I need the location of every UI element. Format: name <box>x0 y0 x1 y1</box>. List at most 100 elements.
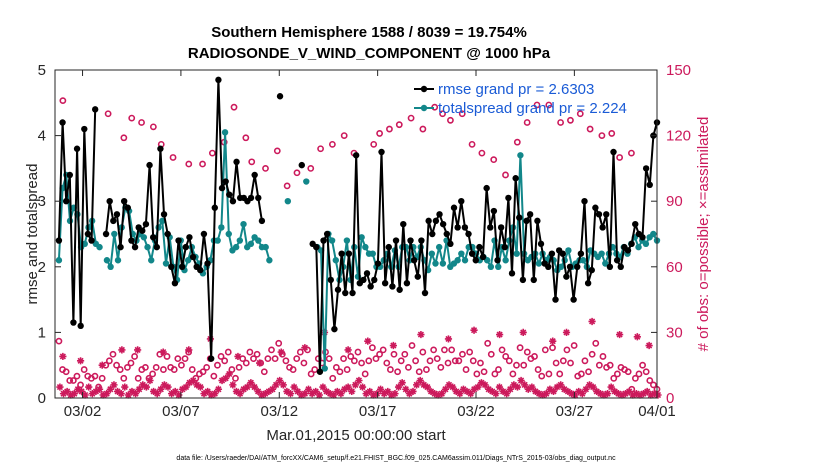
possible-obs-marker <box>350 357 358 365</box>
assimilated-obs-marker <box>470 385 478 393</box>
assimilated-obs-marker <box>229 381 237 389</box>
rmse-point <box>407 237 414 244</box>
assimilated-obs-marker <box>423 383 432 391</box>
rmse-point <box>599 224 606 231</box>
assimilated-obs-marker <box>149 387 158 396</box>
assimilated-obs-marker <box>113 387 122 396</box>
possible-obs-marker <box>113 361 120 369</box>
totalspread-point <box>262 243 269 251</box>
assimilated-obs-marker <box>200 390 208 398</box>
rmse-point <box>472 257 479 264</box>
rmse-point <box>59 119 66 126</box>
rmse-point <box>606 263 614 270</box>
possible-obs-marker <box>262 164 269 172</box>
rmse-point <box>381 280 389 287</box>
assimilated-obs-marker <box>510 381 518 389</box>
assimilated-obs-marker <box>124 391 132 399</box>
possible-obs-marker <box>242 134 250 142</box>
possible-obs-marker <box>616 154 624 161</box>
possible-obs-marker <box>365 357 373 365</box>
assimilated-obs-marker <box>427 387 435 396</box>
rmse-point <box>534 217 541 225</box>
assimilated-obs-marker <box>118 346 126 354</box>
assimilated-obs-marker <box>488 387 496 396</box>
possible-obs-marker <box>127 359 135 367</box>
rmse-point <box>490 207 498 215</box>
totalspread-point <box>155 224 162 231</box>
possible-obs-marker <box>408 342 416 349</box>
possible-obs-marker <box>178 361 185 369</box>
totalspread-point <box>565 247 572 254</box>
possible-obs-marker <box>484 339 492 347</box>
possible-obs-marker <box>505 357 513 365</box>
rmse-point <box>164 230 171 238</box>
assimilated-obs-marker <box>611 387 619 396</box>
possible-obs-marker <box>480 368 488 376</box>
assimilated-obs-marker <box>214 385 223 393</box>
assimilated-obs-marker <box>585 381 594 389</box>
totalspread-point <box>232 243 240 251</box>
possible-obs-marker <box>149 123 157 131</box>
assimilated-obs-marker <box>524 385 532 393</box>
legend-spread-label: totalspread grand pr = 2.224 <box>438 100 627 117</box>
assimilated-obs-marker <box>243 383 251 391</box>
possible-obs-marker <box>606 361 614 369</box>
totalspread-point <box>284 198 292 205</box>
possible-obs-marker <box>639 361 646 369</box>
assimilated-obs-marker <box>92 387 100 396</box>
possible-obs-marker <box>376 350 383 358</box>
assimilated-obs-marker <box>647 391 655 399</box>
rmse-point <box>113 211 121 218</box>
assimilated-obs-marker <box>175 391 183 399</box>
possible-obs-marker <box>224 348 232 356</box>
possible-obs-marker <box>138 119 145 126</box>
totalspread-point <box>369 250 376 257</box>
assimilated-obs-marker <box>481 381 489 389</box>
rmse-point <box>345 250 353 257</box>
assimilated-obs-marker <box>364 337 372 345</box>
possible-obs-marker <box>478 149 486 157</box>
assimilated-obs-marker <box>178 385 187 393</box>
possible-obs-marker <box>538 372 546 380</box>
totalspread-point <box>159 217 166 225</box>
rmse-point <box>479 253 487 261</box>
assimilated-obs-marker <box>459 385 468 393</box>
assimilated-obs-marker <box>452 387 460 396</box>
rmse-point <box>88 237 95 244</box>
possible-obs-marker <box>370 140 378 148</box>
assimilated-obs-marker <box>519 328 527 336</box>
possible-obs-marker <box>379 346 387 354</box>
assimilated-obs-marker <box>276 376 284 385</box>
possible-obs-marker <box>174 355 182 363</box>
rmse-point <box>55 237 63 244</box>
possible-obs-marker <box>332 363 340 371</box>
assimilated-obs-marker <box>420 381 428 389</box>
assimilated-obs-marker <box>76 357 85 365</box>
rmse-point <box>436 211 443 218</box>
rmse-point <box>458 198 465 205</box>
possible-obs-marker <box>541 346 549 354</box>
rmse-point <box>410 257 418 264</box>
assimilated-obs-marker <box>387 391 395 399</box>
assimilated-obs-marker <box>485 385 493 393</box>
rmse-point <box>178 263 186 270</box>
assimilated-obs-marker <box>348 387 356 396</box>
rmse-point <box>120 198 128 205</box>
totalspread-point <box>602 260 609 267</box>
rmse-point <box>425 217 432 225</box>
y-tick-label: 3 <box>38 193 46 210</box>
possible-obs-marker <box>598 132 606 139</box>
assimilated-obs-marker <box>322 387 331 396</box>
totalspread-point <box>214 237 221 244</box>
rmse-point <box>508 270 516 277</box>
totalspread-point <box>221 129 229 136</box>
totalspread-point <box>517 152 524 159</box>
possible-obs-marker <box>567 116 574 124</box>
assimilated-obs-marker <box>616 330 624 339</box>
y2-tick-label: 30 <box>666 324 683 341</box>
possible-obs-marker <box>595 361 603 369</box>
assimilated-obs-marker <box>70 390 78 398</box>
x-tick-label: 04/01 <box>638 403 676 420</box>
assimilated-obs-marker <box>63 387 71 396</box>
